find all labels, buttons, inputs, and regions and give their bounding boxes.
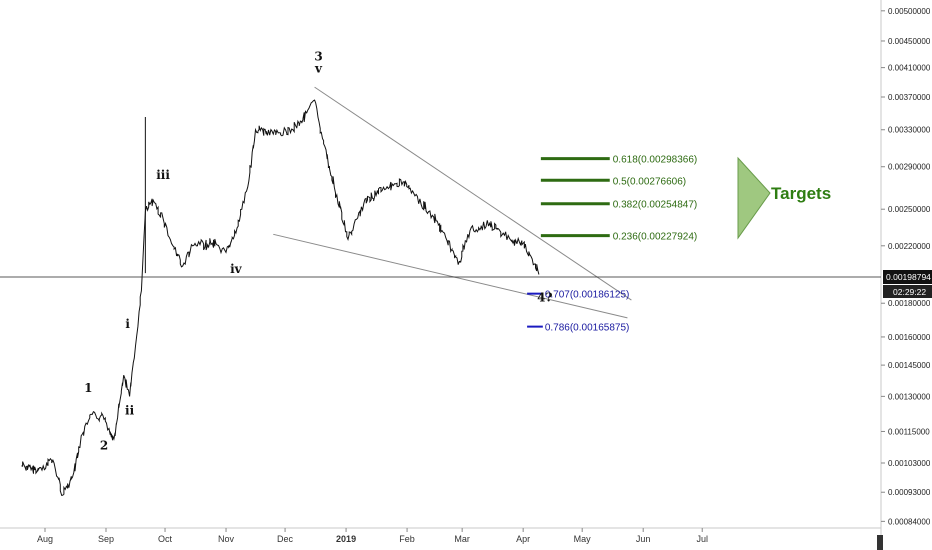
wave-label: 2 xyxy=(100,438,108,452)
fib-target-label: 0.618(0.00298366) xyxy=(613,155,698,166)
time-axis-tick-label: Aug xyxy=(37,534,53,544)
price-axis-tick-label: 0.00103000 xyxy=(888,459,931,468)
price-axis-tick-label: 0.00290000 xyxy=(888,163,931,172)
current-price-tag: 0.00198794 xyxy=(883,270,932,284)
time-axis-tick-label: Dec xyxy=(277,534,294,544)
price-axis-tick-label: 0.00410000 xyxy=(888,64,931,73)
price-axis-tick-label: 0.00084000 xyxy=(888,517,931,526)
time-axis[interactable]: Aug Sep Oct Nov Dec 2019 Feb Mar Apr May Jun Jul xyxy=(37,528,708,544)
wedge-trendline xyxy=(314,86,632,301)
fib-target-label: 0.382(0.00254847) xyxy=(613,200,698,211)
time-axis-tick-label: Jun xyxy=(636,534,651,544)
price-axis-tick-label: 0.00093000 xyxy=(888,488,931,497)
wave-label: v xyxy=(314,62,323,76)
price-axis-tick-label: 0.00115000 xyxy=(888,427,930,436)
targets-annotation: Targets xyxy=(737,156,831,240)
time-axis-tick-label: 2019 xyxy=(336,534,356,544)
time-axis-tick-label: Sep xyxy=(98,534,114,544)
current-price-value: 0.00198794 xyxy=(886,272,931,282)
wave-label: i xyxy=(125,317,130,331)
time-axis-tick-label: Jul xyxy=(696,534,708,544)
price-axis-tick-label: 0.00250000 xyxy=(888,205,931,214)
price-axis-tick-label: 0.00330000 xyxy=(888,126,931,135)
price-axis-tick-label: 0.00130000 xyxy=(888,392,931,401)
wave-label: 3 xyxy=(314,50,322,64)
wave-label: 1 xyxy=(84,381,92,395)
price-axis-tick-label: 0.00370000 xyxy=(888,93,931,102)
price-axis-tick-label: 0.00160000 xyxy=(888,333,931,342)
targets-arrow-shape xyxy=(737,156,771,240)
fib-target-label: 0.236(0.00227924) xyxy=(613,232,698,243)
price-axis-tick-label: 0.00500000 xyxy=(888,7,931,16)
price-axis-tick-label: 0.00450000 xyxy=(888,37,931,46)
fib-target-label: 0.5(0.00276606) xyxy=(613,176,686,187)
wave-label: 4? xyxy=(537,291,552,305)
price-series xyxy=(21,99,540,496)
price-axis-tick-label: 0.00180000 xyxy=(888,299,931,308)
time-axis-tick-label: Apr xyxy=(516,534,530,544)
price-axis[interactable]: 0.00500000 0.00450000 0.00410000 0.00370000… xyxy=(881,7,931,527)
countdown-tag: 02:29:22 xyxy=(883,285,932,298)
wedge-trendline xyxy=(273,233,628,319)
time-axis-tick-label: Feb xyxy=(399,534,415,544)
time-axis-tick-label: Mar xyxy=(454,534,470,544)
wave-label: ii xyxy=(125,404,135,418)
price-axis-tick-label: 0.00145000 xyxy=(888,361,931,370)
targets-label: Targets xyxy=(771,184,831,203)
countdown-value: 02:29:22 xyxy=(893,287,926,297)
wave-label: iii xyxy=(156,168,170,182)
time-axis-tick-label: Oct xyxy=(158,534,173,544)
fib-support-label: 0.707(0.00186125) xyxy=(545,290,630,301)
time-axis-marker xyxy=(877,535,883,550)
time-axis-tick-label: May xyxy=(574,534,592,544)
price-axis-tick-label: 0.00220000 xyxy=(888,242,931,251)
price-line xyxy=(21,99,540,496)
wave-label: iv xyxy=(230,262,243,276)
time-axis-tick-label: Nov xyxy=(218,534,235,544)
trendlines xyxy=(273,86,632,319)
fib-support-label: 0.786(0.00165875) xyxy=(545,323,630,334)
fib-levels: 0.618(0.00298366) 0.5(0.00276606) 0.382(0.… xyxy=(527,155,697,334)
